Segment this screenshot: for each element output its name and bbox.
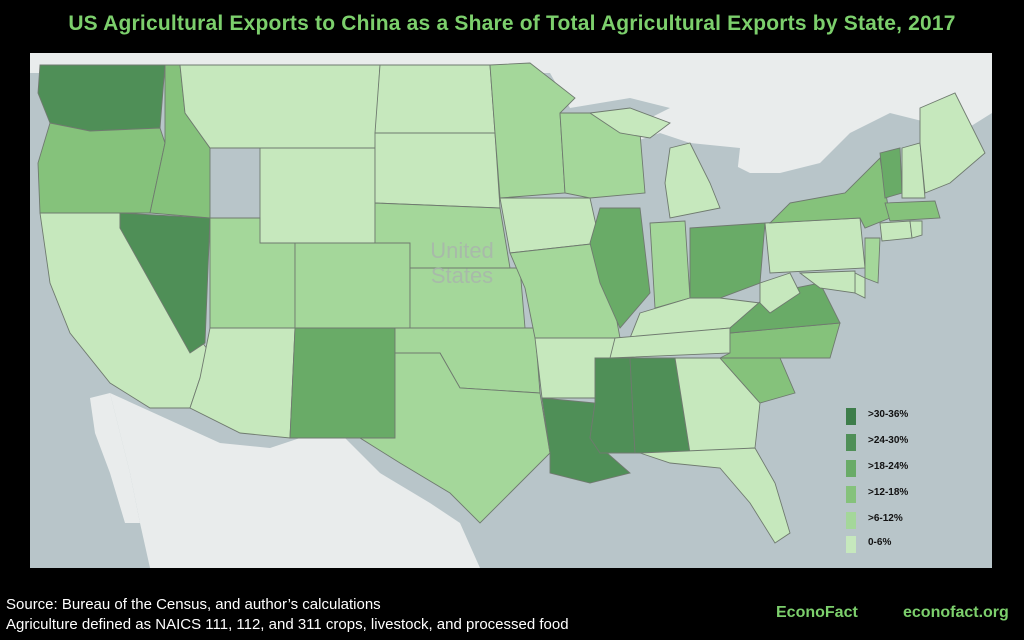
legend-label: >24-30%	[868, 435, 909, 446]
state-illinois	[589, 207, 651, 329]
state-new-york	[768, 157, 891, 229]
state-delaware	[854, 272, 866, 299]
state-oregon	[37, 122, 166, 214]
state-pennsylvania	[764, 217, 866, 274]
state-texas	[310, 352, 551, 524]
state-nevada	[119, 212, 211, 354]
map-svg: United States	[30, 53, 992, 568]
state-wyoming	[259, 147, 376, 244]
legend-label: >12-18%	[868, 487, 909, 498]
state-michigan	[664, 142, 721, 219]
state-connecticut	[879, 220, 913, 242]
states	[37, 62, 986, 544]
brand-url[interactable]: econofact.org	[903, 604, 1009, 621]
state-north-dakota	[374, 64, 496, 134]
choropleth-map: United States	[30, 53, 992, 568]
lake-huron	[690, 143, 740, 193]
legend-swatch	[846, 536, 856, 553]
country-label-line-2: States	[431, 263, 493, 288]
lake-erie	[720, 203, 790, 228]
state-maryland	[798, 270, 856, 294]
map-title: US Agricultural Exports to China as a Sh…	[68, 12, 956, 35]
state-maine	[919, 92, 986, 194]
state-washington	[37, 64, 166, 132]
state-new-mexico	[289, 327, 396, 439]
legend-swatch	[846, 408, 856, 425]
source-note: Source: Bureau of the Census, and author…	[6, 596, 381, 613]
state-new-jersey	[864, 237, 881, 284]
legend-swatch	[846, 434, 856, 451]
state-new-hampshire	[901, 142, 926, 199]
country-label-line-1: United	[430, 238, 494, 263]
state-west-virginia	[759, 272, 801, 314]
state-indiana	[649, 220, 691, 309]
state-rhode-island	[909, 220, 923, 239]
state-georgia	[674, 357, 761, 454]
lake-michigan	[640, 143, 665, 223]
legend-label: 0-6%	[868, 537, 892, 548]
legend-label: >18-24%	[868, 461, 909, 472]
state-ohio	[689, 222, 766, 299]
legend-swatch	[846, 512, 856, 529]
definition-note: Agriculture defined as NAICS 111, 112, a…	[6, 616, 569, 633]
state-florida	[639, 447, 791, 544]
state-montana	[179, 64, 381, 149]
canada-land	[30, 53, 992, 173]
legend-swatch	[846, 486, 856, 503]
state-michigan-up	[588, 107, 671, 139]
brand-name: EconoFact	[776, 604, 858, 621]
state-south-dakota	[374, 132, 501, 209]
legend-label: >6-12%	[868, 513, 903, 524]
mexico-land	[110, 393, 480, 568]
legend-label: >30-36%	[868, 409, 909, 420]
legend-swatch	[846, 460, 856, 477]
state-mississippi	[589, 357, 636, 454]
state-colorado	[294, 242, 411, 329]
state-massachusetts	[884, 200, 941, 222]
baja-peninsula	[90, 393, 140, 523]
